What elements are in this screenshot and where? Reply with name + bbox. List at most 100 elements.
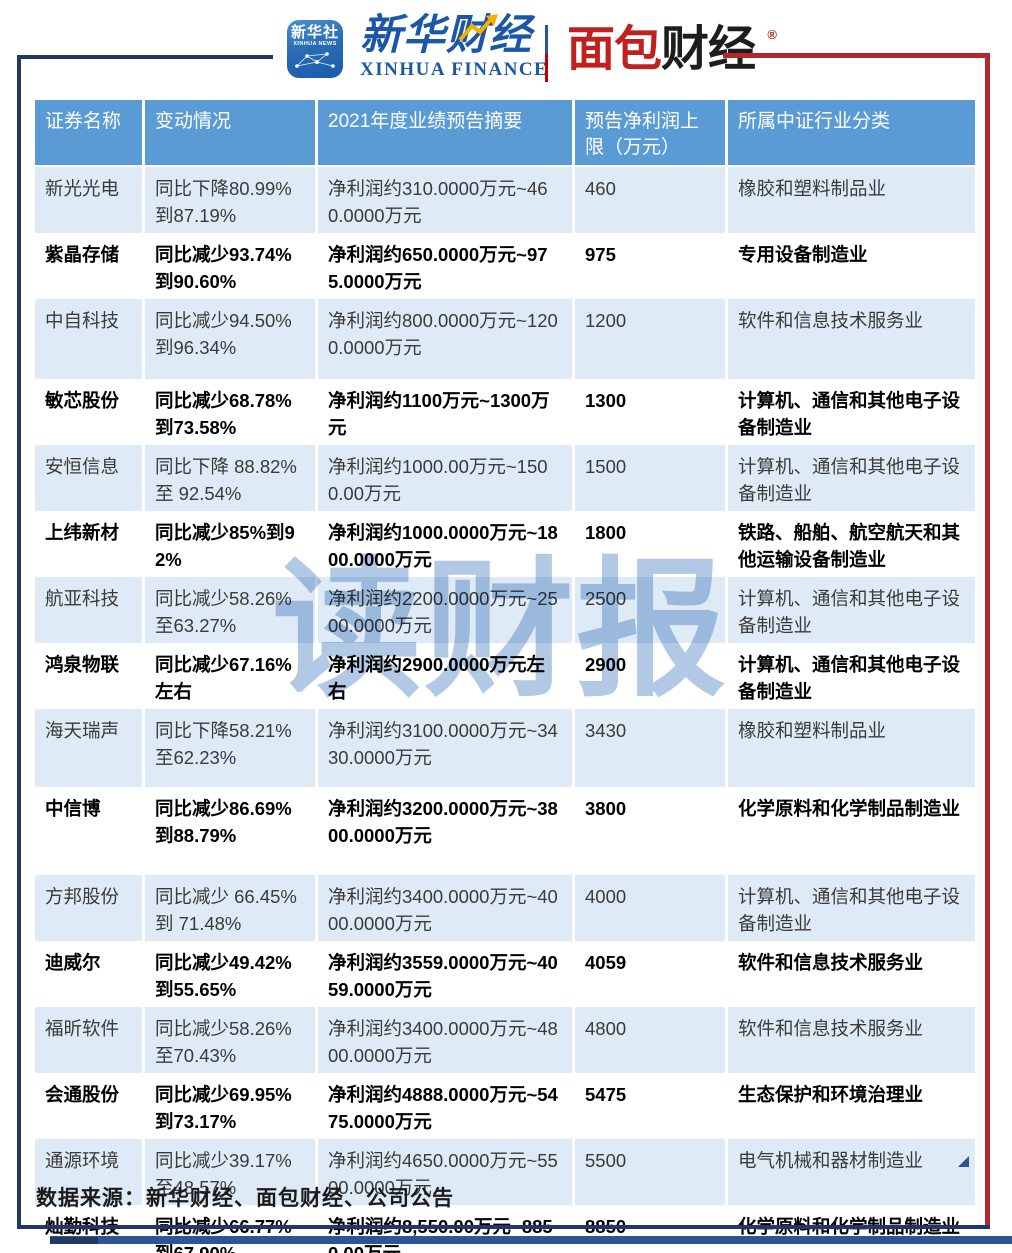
cell-summary: 净利润约3100.0000万元~3430.0000万元 — [318, 709, 575, 787]
data-source-note: 数据来源：新华财经、面包财经、公司公告 — [36, 1186, 454, 1210]
table-header: 证券名称 变动情况 2021年度业绩预告摘要 预告净利润上限（万元） 所属中证行… — [35, 100, 975, 167]
cell-industry: 专用设备制造业 — [728, 233, 975, 299]
xinhua-finance-cn: 新华财经 — [360, 11, 533, 58]
cell-name: 紫晶存储 — [35, 233, 145, 299]
cell-industry: 化学原料和化学制品制造业 — [728, 1205, 975, 1253]
cell-name: 会通股份 — [35, 1073, 145, 1139]
cell-change: 同比减少39.17%至48.57% — [145, 1139, 318, 1205]
table-corner-triangle-icon — [958, 1156, 969, 1167]
xinhua-news-app-icon: 新华社 XINHUA NEWS — [287, 20, 343, 78]
cell-industry: 软件和信息技术服务业 — [728, 1007, 975, 1073]
cell-change: 同比减少85%到92% — [145, 511, 318, 577]
cell-industry: 计算机、通信和其他电子设备制造业 — [728, 379, 975, 445]
cell-summary: 净利润约800.0000万元~1200.0000万元 — [318, 299, 575, 379]
table-row: 中自科技 同比减少94.50%到96.34% 净利润约800.0000万元~1200… — [35, 299, 975, 379]
cell-limit: 4059 — [575, 941, 728, 1007]
bottom-accent-bar-dark — [50, 1237, 98, 1244]
table-row: 灿勤科技同比减少66.77%到67.90%净利润约8,550.00万元~8850… — [35, 1205, 975, 1253]
cell-industry: 软件和信息技术服务业 — [728, 941, 975, 1007]
cell-change: 同比下降58.21%至62.23% — [145, 709, 318, 787]
cell-name: 新光光电 — [35, 167, 145, 233]
cell-summary: 净利润约3559.0000万元~4059.0000万元 — [318, 941, 575, 1007]
cell-summary: 净利润约650.0000万元~975.0000万元 — [318, 233, 575, 299]
cell-change: 同比减少 66.45%到 71.48% — [145, 875, 318, 941]
frame-border-bottom — [17, 1225, 990, 1229]
cell-name: 鸿泉物联 — [35, 643, 145, 709]
table-row: 航亚科技 同比减少58.26%至63.27% 净利润约2200.0000万元~250… — [35, 577, 975, 643]
table-header-row: 证券名称 变动情况 2021年度业绩预告摘要 预告净利润上限（万元） 所属中证行… — [35, 100, 975, 167]
cell-name: 海天瑞声 — [35, 709, 145, 787]
cell-limit: 8850 — [575, 1205, 728, 1253]
cell-change: 同比减少94.50%到96.34% — [145, 299, 318, 379]
cell-summary: 净利润约1100万元~1300万元 — [318, 379, 575, 445]
frame-border-left — [17, 55, 21, 1229]
xinhua-news-en-label: XINHUA NEWS — [293, 41, 337, 47]
cell-name: 迪威尔 — [35, 941, 145, 1007]
network-constellation-icon — [295, 52, 335, 68]
table-row: 敏芯股份 同比减少68.78%到73.58% 净利润约1100万元~1300万元 13… — [35, 379, 975, 445]
cell-summary: 净利润约310.0000万元~460.0000万元 — [318, 167, 575, 233]
cell-limit: 1300 — [575, 379, 728, 445]
cell-limit: 3800 — [575, 787, 728, 875]
frame-border-right — [985, 53, 990, 1229]
cell-change: 同比减少67.16%左右 — [145, 643, 318, 709]
cell-limit: 4800 — [575, 1007, 728, 1073]
cell-name: 通源环境 — [35, 1139, 145, 1205]
cell-limit: 2900 — [575, 643, 728, 709]
cell-industry: 铁路、船舶、航空航天和其他运输设备制造业 — [728, 511, 975, 577]
cell-industry: 计算机、通信和其他电子设备制造业 — [728, 875, 975, 941]
cell-summary: 净利润约3200.0000万元~3800.0000万元 — [318, 787, 575, 875]
col-header-security-name: 证券名称 — [35, 100, 145, 167]
cell-name: 安恒信息 — [35, 445, 145, 511]
xinhua-finance-en: XINHUA FINANCE — [360, 59, 549, 80]
cell-summary: 净利润约8,550.00万元~8850.00万元 — [318, 1205, 575, 1253]
cell-name: 福昕软件 — [35, 1007, 145, 1073]
table-row: 安恒信息 同比下降 88.82%至 92.54% 净利润约1000.00万元~150… — [35, 445, 975, 511]
frame-border-top-red — [723, 53, 990, 58]
cell-summary: 净利润约2900.0000万元左右 — [318, 643, 575, 709]
cell-summary: 净利润约4650.0000万元~5500.0000万元 — [318, 1139, 575, 1205]
table-row: 鸿泉物联 同比减少67.16%左右 净利润约2900.0000万元左右 2900 计算机… — [35, 643, 975, 709]
cell-name: 航亚科技 — [35, 577, 145, 643]
cell-name: 灿勤科技 — [35, 1205, 145, 1253]
cell-summary: 净利润约2200.0000万元~2500.0000万元 — [318, 577, 575, 643]
cell-summary: 净利润约3400.0000万元~4800.0000万元 — [318, 1007, 575, 1073]
brand-header: 新华社 XINHUA NEWS 新华财经 XINHUA FINANC — [0, 0, 1012, 95]
cell-change: 同比减少68.78%到73.58% — [145, 379, 318, 445]
mianbao-cn-dark: 财经 — [661, 23, 756, 76]
cell-change: 同比下降 88.82%至 92.54% — [145, 445, 318, 511]
cell-industry: 橡胶和塑料制品业 — [728, 167, 975, 233]
mianbao-cn-red: 面包 — [567, 23, 662, 76]
cell-limit: 2500 — [575, 577, 728, 643]
col-header-profit-limit: 预告净利润上限（万元） — [575, 100, 728, 167]
cell-summary: 净利润约3400.0000万元~4000.0000万元 — [318, 875, 575, 941]
logo-divider — [545, 25, 548, 82]
cell-change: 同比减少58.26%至70.43% — [145, 1007, 318, 1073]
table-row: 新光光电 同比下降80.99%到87.19% 净利润约310.0000万元~460.… — [35, 167, 975, 233]
cell-change: 同比减少86.69%到88.79% — [145, 787, 318, 875]
table-row: 中信博 同比减少86.69%到88.79% 净利润约3200.0000万元~3800… — [35, 787, 975, 875]
cell-industry: 软件和信息技术服务业 — [728, 299, 975, 379]
cell-change: 同比减少49.42%到55.65% — [145, 941, 318, 1007]
cell-industry: 计算机、通信和其他电子设备制造业 — [728, 577, 975, 643]
cell-limit: 4000 — [575, 875, 728, 941]
cell-limit: 975 — [575, 233, 728, 299]
cell-name: 上纬新材 — [35, 511, 145, 577]
cell-change: 同比减少66.77%到67.90% — [145, 1205, 318, 1253]
col-header-change: 变动情况 — [145, 100, 318, 167]
yellow-arrow-icon — [458, 14, 498, 42]
cell-name: 敏芯股份 — [35, 379, 145, 445]
cell-summary: 净利润约1000.0000万元~1800.0000万元 — [318, 511, 575, 577]
cell-limit: 1200 — [575, 299, 728, 379]
table-body: 新光光电 同比下降80.99%到87.19% 净利润约310.0000万元~460.… — [35, 167, 975, 1253]
table-row: 海天瑞声 同比下降58.21%至62.23% 净利润约3100.0000万元~343… — [35, 709, 975, 787]
table-row: 上纬新材 同比减少85%到92% 净利润约1000.0000万元~1800.0000… — [35, 511, 975, 577]
xinhua-finance-logo: 新华财经 XINHUA FINANCE — [360, 11, 549, 87]
cell-name: 中信博 — [35, 787, 145, 875]
table-row: 会通股份 同比减少69.95%到73.17% 净利润约4888.0000万元~547… — [35, 1073, 975, 1139]
cell-change: 同比减少58.26%至63.27% — [145, 577, 318, 643]
cell-industry: 生态保护和环境治理业 — [728, 1073, 975, 1139]
forecast-table: 证券名称 变动情况 2021年度业绩预告摘要 预告净利润上限（万元） 所属中证行… — [35, 100, 975, 1253]
cell-change: 同比减少93.74%到90.60% — [145, 233, 318, 299]
